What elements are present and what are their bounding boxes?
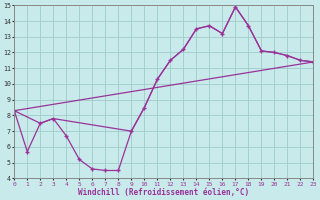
- X-axis label: Windchill (Refroidissement éolien,°C): Windchill (Refroidissement éolien,°C): [78, 188, 249, 197]
